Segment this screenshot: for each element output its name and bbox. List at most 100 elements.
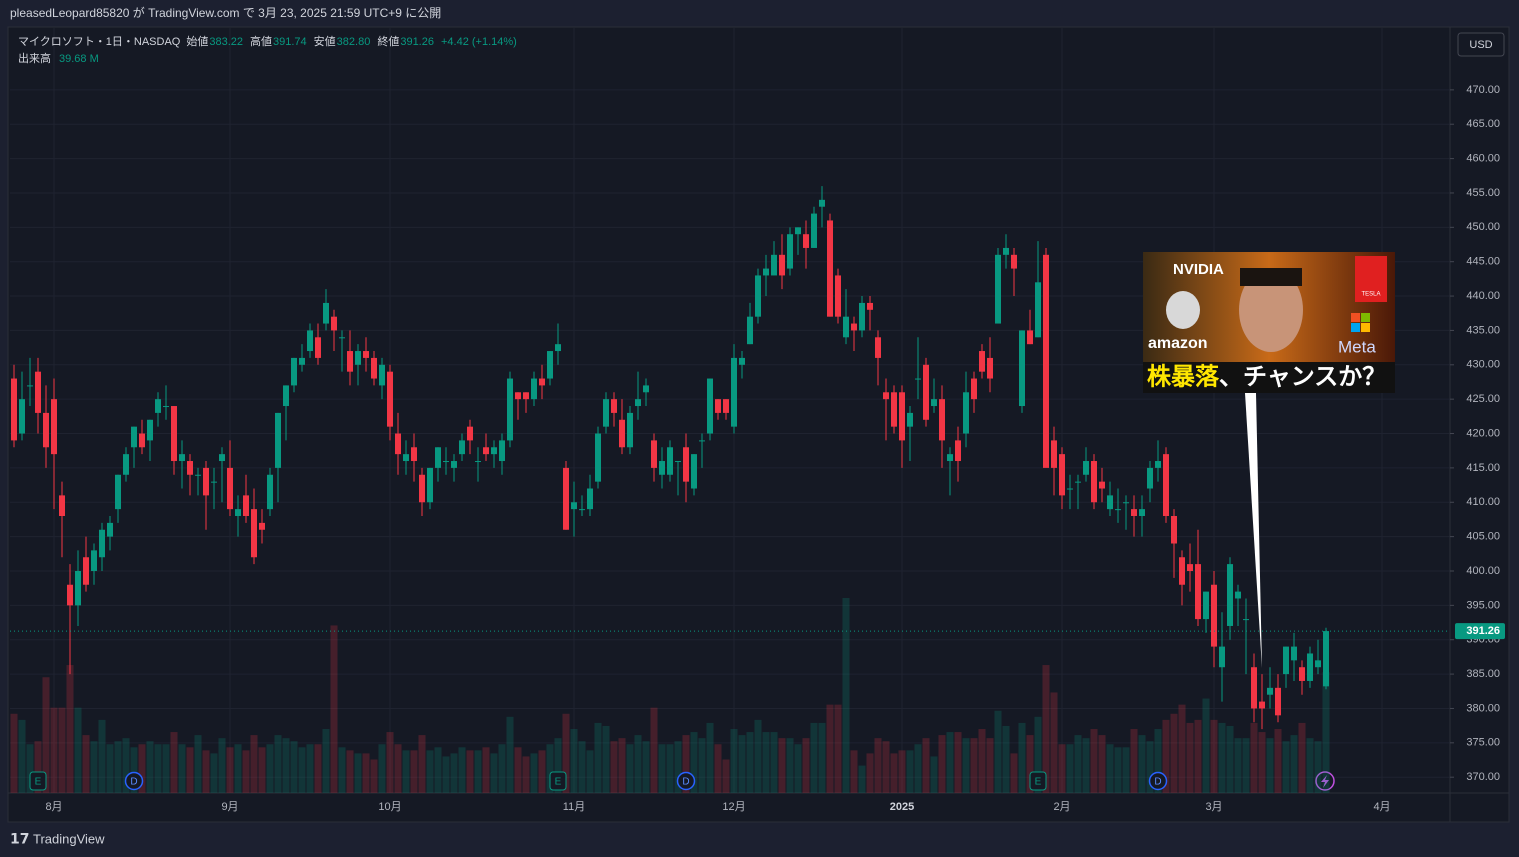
- volume-bar: [978, 729, 986, 793]
- candle-body: [243, 495, 249, 517]
- volume-bar: [1058, 744, 1066, 793]
- candle-body: [923, 364, 929, 420]
- volume-label: 出来高: [18, 51, 51, 65]
- legend-label: 終値: [377, 34, 399, 48]
- x-tick-label: 12月: [722, 801, 745, 813]
- event-icon[interactable]: [124, 771, 144, 791]
- candle-body: [635, 399, 641, 407]
- event-icon[interactable]: [549, 771, 567, 791]
- candle-body: [1123, 502, 1129, 504]
- volume-bar: [930, 756, 938, 793]
- candle-body: [131, 426, 137, 448]
- candle-body: [371, 357, 377, 379]
- volume-bar: [1138, 735, 1146, 793]
- candle-body: [1091, 461, 1097, 503]
- volume-bar: [1042, 665, 1050, 793]
- volume-bar: [1178, 704, 1186, 793]
- caption-band: [1143, 362, 1395, 393]
- candle-body: [51, 399, 57, 455]
- brand: amazon: [1148, 335, 1208, 352]
- x-tick-label: 2月: [1053, 801, 1070, 813]
- volume-value: 39.68 M: [59, 53, 99, 65]
- volume-bar: [450, 753, 458, 793]
- candle-body: [1075, 481, 1081, 483]
- volume-bar: [562, 713, 570, 793]
- volume-bar: [762, 732, 770, 793]
- candle-body: [219, 454, 225, 462]
- volume-bar: [1322, 672, 1330, 793]
- volume-bar: [1194, 719, 1202, 793]
- event-icon[interactable]: [676, 771, 696, 791]
- candle-body: [43, 412, 49, 448]
- candle-body: [891, 392, 897, 427]
- event-icon[interactable]: [29, 771, 47, 791]
- candle-body: [115, 474, 121, 510]
- volume-bar: [186, 747, 194, 793]
- thumbnail[interactable]: NVIDIA amazon Meta TESLA 株暴落 、チャンスか？: [1143, 252, 1395, 668]
- candle-body: [107, 522, 113, 537]
- candle-body: [1219, 646, 1225, 668]
- volume-bar: [754, 719, 762, 793]
- candle-body: [867, 302, 873, 310]
- event-icon[interactable]: [1029, 771, 1047, 791]
- candle-body: [587, 488, 593, 510]
- volume-bar: [138, 744, 146, 793]
- candle-body: [459, 440, 465, 455]
- candle-body: [1035, 282, 1041, 338]
- volume-bar: [970, 738, 978, 793]
- volume-bar: [218, 738, 226, 793]
- volume-bar: [1026, 735, 1034, 793]
- candle-body: [355, 351, 361, 365]
- candle-body: [11, 378, 17, 441]
- candle-body: [723, 399, 729, 413]
- legend-label: 始値: [186, 34, 208, 48]
- candle-body: [1283, 646, 1289, 675]
- y-tick-label: 440.00: [1466, 290, 1500, 302]
- volume-bar: [586, 750, 594, 793]
- candle-body: [1043, 254, 1049, 468]
- volume-bar: [434, 747, 442, 793]
- legend-value: 383.22: [209, 36, 243, 48]
- event-icon[interactable]: [1148, 771, 1168, 791]
- volume-bar: [194, 735, 202, 793]
- candle-body: [987, 357, 993, 379]
- candle-body: [1099, 481, 1105, 489]
- candle-body: [683, 447, 689, 482]
- volume-bar: [730, 729, 738, 793]
- volume-bar: [410, 750, 418, 793]
- volume-bar: [1250, 722, 1258, 793]
- candle-body: [795, 227, 801, 235]
- candle-body: [259, 522, 265, 530]
- legend: マイクロソフト・1日・NASDAQ 始値 383.22 高値 391.74 安値 382.8…: [18, 34, 517, 65]
- candle-body: [499, 440, 505, 462]
- ms-logo: [1351, 313, 1370, 332]
- candle-body: [747, 316, 753, 345]
- candle-body: [507, 378, 513, 441]
- volume-bar: [946, 732, 954, 793]
- candle-body: [347, 351, 353, 372]
- candle-body: [339, 337, 345, 339]
- volume-bar: [890, 753, 898, 793]
- volume-bar: [874, 738, 882, 793]
- candle-body: [1267, 687, 1273, 695]
- currency[interactable]: USD: [1469, 39, 1492, 51]
- volume-bar: [594, 722, 602, 793]
- volume-bar: [282, 738, 290, 793]
- event-label: D: [682, 777, 689, 788]
- volume-bar: [370, 759, 378, 793]
- candle-body: [787, 234, 793, 269]
- volume-bar: [786, 738, 794, 793]
- volume-bar: [1010, 753, 1018, 793]
- volume-bar: [402, 750, 410, 793]
- volume-bar: [618, 738, 626, 793]
- candle-body: [1227, 564, 1233, 626]
- volume-bar: [1082, 738, 1090, 793]
- candle-body: [1107, 495, 1113, 510]
- volume-bar: [906, 750, 914, 793]
- currency-box[interactable]: [1457, 32, 1505, 57]
- volume-bar: [962, 738, 970, 793]
- candle-body: [571, 502, 577, 510]
- candle-body: [979, 351, 985, 372]
- candle-body: [835, 275, 841, 317]
- candle-body: [483, 447, 489, 455]
